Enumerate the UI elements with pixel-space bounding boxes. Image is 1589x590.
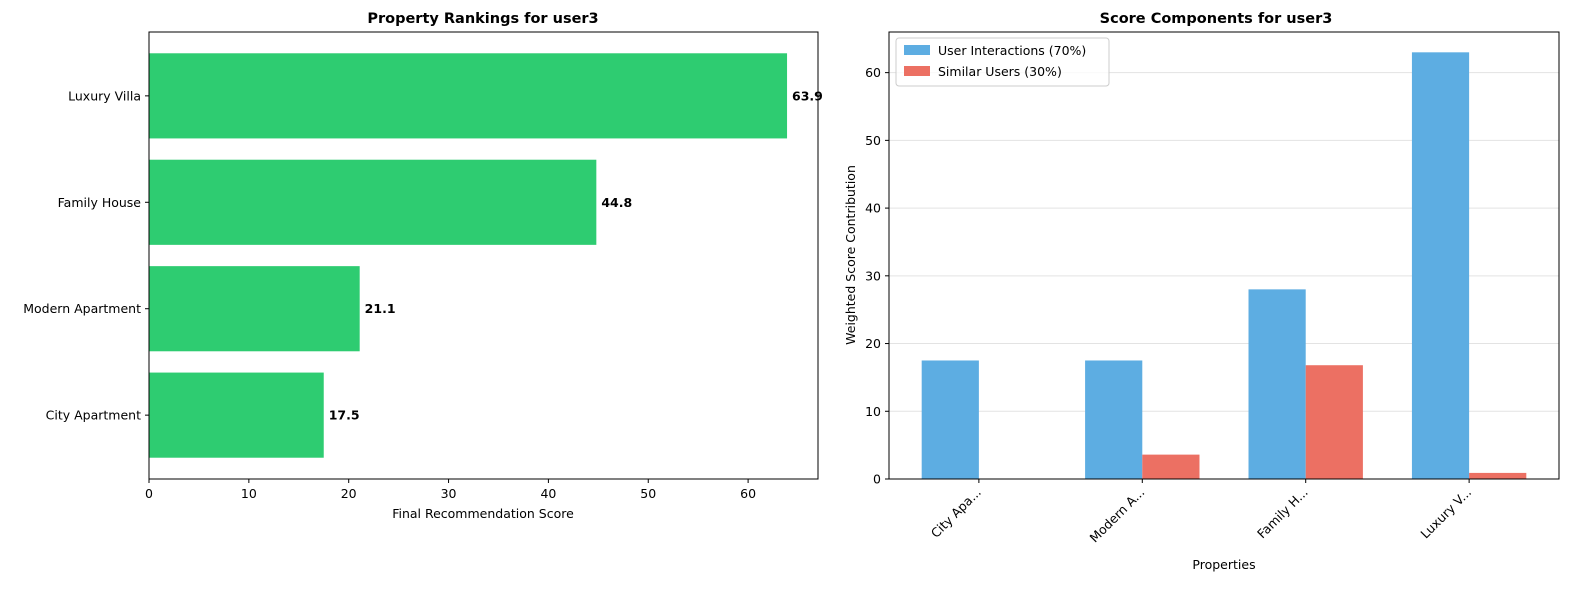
plot-frame xyxy=(148,31,819,480)
value-label: 44.8 xyxy=(601,195,632,210)
legend-swatch xyxy=(904,45,930,55)
y-tick-label: 40 xyxy=(865,201,881,216)
y-tick-label: City Apartment xyxy=(46,408,141,423)
value-label: 17.5 xyxy=(329,408,360,423)
bar xyxy=(1305,365,1363,479)
x-tick-label: City Apa... xyxy=(928,485,984,541)
x-tick-label: Luxury V... xyxy=(1417,485,1474,542)
y-tick-label: Modern Apartment xyxy=(23,301,141,316)
y-tick-label: 50 xyxy=(865,133,881,148)
plot-frame xyxy=(888,31,1560,480)
value-label: 21.1 xyxy=(365,301,396,316)
y-tick-label: 20 xyxy=(865,336,881,351)
bar xyxy=(149,159,597,245)
x-axis-label: Final Recommendation Score xyxy=(392,506,574,521)
y-tick-label: 10 xyxy=(865,404,881,419)
bar xyxy=(1142,454,1200,479)
x-tick-label: 40 xyxy=(540,486,556,501)
bar xyxy=(1085,360,1143,479)
legend-swatch xyxy=(904,66,930,76)
legend: User Interactions (70%) Similar Users (30… xyxy=(895,37,1110,87)
x-tick-label: 60 xyxy=(740,486,756,501)
legend-label: User Interactions (70%) xyxy=(938,43,1086,58)
y-tick-label: 0 xyxy=(873,472,881,487)
x-tick-label: 0 xyxy=(145,486,153,501)
bar xyxy=(921,360,979,479)
y-tick-label: Luxury Villa xyxy=(68,88,141,103)
y-axis-label: Weighted Score Contribution xyxy=(843,165,858,345)
chart-title: Score Components for user3 xyxy=(1100,11,1333,27)
property-rankings-chart: Property Rankings for user3 17.5 21.1 44.8… xyxy=(23,11,823,521)
score-components-chart: Score Components for user3 0 10 20 30 40 50 60… xyxy=(843,11,1560,572)
x-ticks-group: City Apa... Modern A... Family H... Luxury … xyxy=(928,479,1474,545)
x-tick-label: 10 xyxy=(241,486,257,501)
value-labels-group: 17.5 21.1 44.8 63.9 xyxy=(329,88,823,422)
bar xyxy=(149,53,788,139)
bar xyxy=(1469,472,1527,479)
x-axis-label: Properties xyxy=(1192,557,1255,572)
y-tick-label: 30 xyxy=(865,268,881,283)
bars-group xyxy=(921,52,1527,480)
y-ticks-group: 0 10 20 30 40 50 60 xyxy=(865,65,889,487)
bar xyxy=(1248,289,1306,479)
legend-frame xyxy=(895,37,1110,87)
bars-group xyxy=(149,53,788,458)
x-tick-label: Modern A... xyxy=(1087,485,1148,546)
x-tick-label: 20 xyxy=(341,486,357,501)
value-label: 63.9 xyxy=(792,88,823,103)
x-tick-label: Family H... xyxy=(1254,485,1311,542)
chart-title: Property Rankings for user3 xyxy=(367,11,598,27)
y-tick-label: 60 xyxy=(865,65,881,80)
bar xyxy=(149,372,324,458)
y-tick-label: Family House xyxy=(58,195,142,210)
bar xyxy=(149,266,360,352)
x-tick-label: 50 xyxy=(640,486,656,501)
legend-label: Similar Users (30%) xyxy=(938,64,1062,79)
bar xyxy=(1411,52,1470,480)
x-ticks-group: 0 10 20 30 40 50 60 xyxy=(145,479,756,501)
x-tick-label: 30 xyxy=(441,486,457,501)
y-ticks-group: City Apartment Modern Apartment Family Hou… xyxy=(23,88,149,423)
